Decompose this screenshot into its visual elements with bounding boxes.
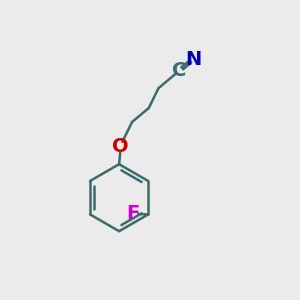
Text: O: O — [112, 137, 129, 156]
Text: F: F — [127, 205, 140, 224]
Text: N: N — [185, 50, 201, 69]
Text: C: C — [172, 61, 187, 80]
